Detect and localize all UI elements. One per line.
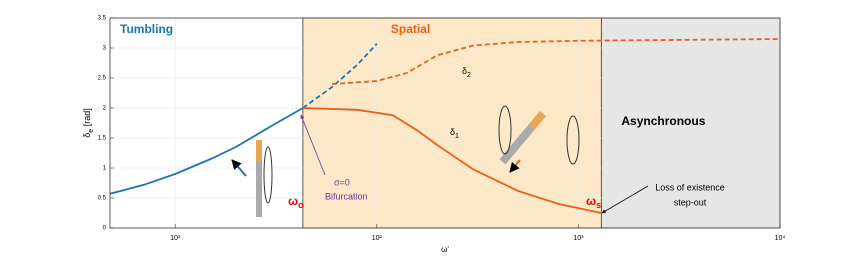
line (109, 107, 304, 195)
y-tick-label: 1.5 (98, 136, 107, 142)
motion-arrow (231, 159, 247, 177)
plot-frame (109, 17, 781, 229)
y-tick-label: 0 (103, 226, 107, 232)
line (302, 107, 602, 214)
annotation: ωo (288, 194, 304, 210)
y-tick-label: 0.5 (98, 196, 107, 202)
y-tick-label: 1 (103, 166, 107, 172)
annotation: Bifurcation (325, 191, 368, 201)
annotation: step-out (674, 197, 707, 207)
region (302, 17, 602, 229)
annotation: Loss of existence (655, 182, 725, 192)
annotation: σ=0 (334, 177, 350, 187)
y-tick-label: 2.5 (98, 76, 107, 82)
stepout-arrow (601, 185, 649, 214)
line (332, 38, 781, 85)
rotation-icon (498, 105, 512, 155)
x-tick-label: 10¹ (170, 235, 181, 242)
region-label: Spatial (391, 22, 430, 36)
y-tick-label: 2 (103, 106, 107, 112)
magnet-icon (528, 110, 547, 130)
bifurcation-arrow (300, 114, 326, 176)
curve-label: δ1 (450, 127, 459, 139)
magnet-icon (499, 124, 535, 165)
rotation-icon (566, 115, 580, 165)
x-tick-label: 10³ (573, 235, 584, 242)
y-tick-label: 3.5 (98, 16, 107, 22)
y-tick-label: 3 (103, 46, 107, 52)
background-layer (110, 17, 781, 229)
region-label: Tumbling (120, 22, 173, 36)
motion-arrow (509, 159, 521, 173)
region-label: Asynchronous (621, 114, 705, 128)
decoration (231, 105, 649, 217)
x-tick-label: 10⁴ (775, 235, 786, 242)
magnet-icon (256, 162, 262, 217)
x-tick-label: 10² (372, 235, 383, 242)
line-layer (109, 38, 781, 214)
region (600, 17, 781, 229)
annotation: ωs (586, 194, 601, 210)
spatial-icon (499, 110, 547, 165)
line (302, 43, 378, 109)
curve-label: δ2 (462, 66, 471, 78)
magnet-icon (256, 140, 262, 162)
rotation-icon (263, 146, 273, 204)
y-axis-label: δe [rad] (82, 108, 94, 137)
x-axis-label: ω' (441, 245, 449, 254)
